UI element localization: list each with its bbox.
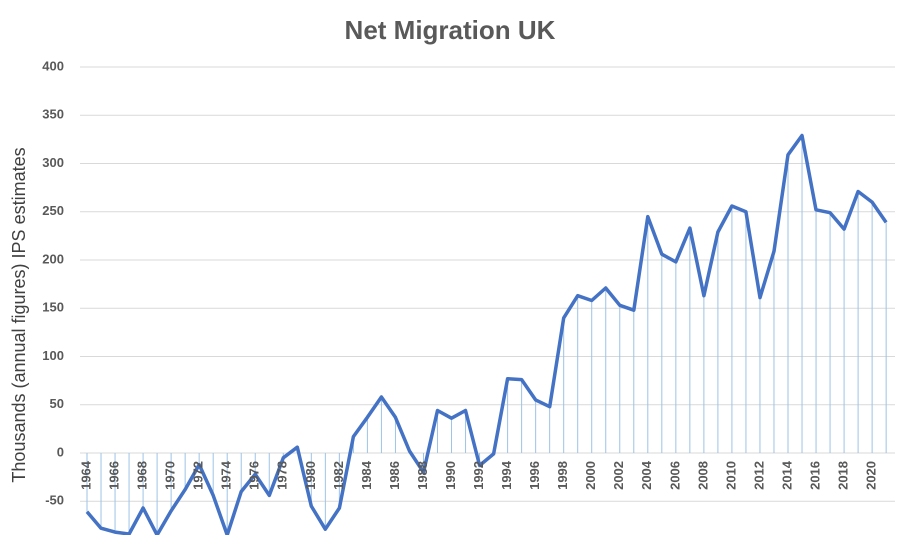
y-tick-label: 350 (42, 107, 64, 122)
x-tick-label: 2010 (723, 461, 738, 490)
y-tick-label: 150 (42, 300, 64, 315)
x-tick-label: 1968 (135, 461, 150, 490)
x-tick-label: 1980 (303, 461, 318, 490)
x-tick-label: 2002 (611, 461, 626, 490)
x-tick-label: 2020 (864, 461, 879, 490)
x-tick-label: 1990 (443, 461, 458, 490)
y-tick-label: 0 (57, 444, 64, 459)
x-tick-label: 1994 (499, 460, 514, 490)
x-tick-label: 1976 (247, 461, 262, 490)
x-tick-label: 1992 (471, 461, 486, 490)
x-tick-label: 1972 (191, 461, 206, 490)
x-tick-label: 1970 (163, 461, 178, 490)
y-tick-label: 100 (42, 348, 64, 363)
x-tick-label: 1984 (359, 460, 374, 490)
x-tick-label: 1998 (555, 461, 570, 490)
y-tick-label: 50 (50, 396, 64, 411)
x-tick-label: 2012 (751, 461, 766, 490)
x-tick-label: 1988 (415, 461, 430, 490)
x-tick-label: 1986 (387, 461, 402, 490)
x-tick-label: 2016 (807, 461, 822, 490)
x-tick-label: 1966 (106, 461, 121, 490)
y-tick-label: 400 (42, 58, 64, 73)
x-tick-label: 2014 (779, 460, 794, 490)
x-tick-label: 2000 (583, 461, 598, 490)
x-tick-label: 1996 (527, 461, 542, 490)
x-tick-label: 2008 (695, 461, 710, 490)
y-tick-label: -50 (45, 493, 64, 508)
x-tick-label: 1982 (331, 461, 346, 490)
y-axis-label: Thousands (annual figures) IPS estimates (9, 147, 29, 482)
x-tick-label: 1974 (219, 460, 234, 490)
y-tick-label: 200 (42, 251, 64, 266)
chart-title: Net Migration UK (345, 15, 556, 45)
x-tick-label: 1964 (78, 460, 93, 490)
x-tick-label: 1978 (275, 461, 290, 490)
y-tick-label: 250 (42, 203, 64, 218)
x-tick-label: 2006 (667, 461, 682, 490)
x-tick-label: 2004 (639, 460, 654, 490)
x-tick-label: 2018 (836, 461, 851, 490)
data-line (85, 133, 888, 535)
y-tick-label: 300 (42, 155, 64, 170)
